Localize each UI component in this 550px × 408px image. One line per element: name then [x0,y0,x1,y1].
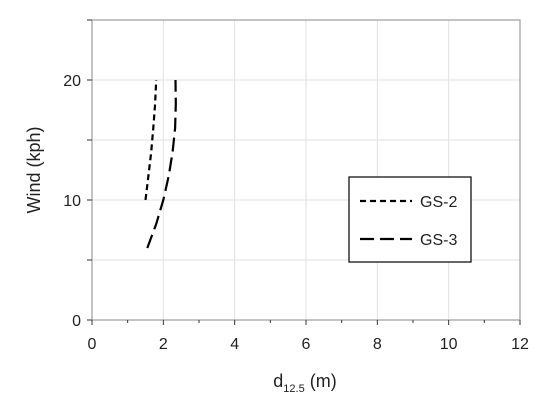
x-tick-label: 12 [511,336,529,353]
legend-box [348,176,472,263]
series-group [144,79,177,249]
x-tick-label: 4 [230,336,239,353]
x-tick-label: 10 [440,336,458,353]
y-tick-label: 20 [63,73,81,90]
y-tick-label: 10 [63,193,81,210]
legend-label-gs-3: GS-3 [420,232,457,249]
legend-label-gs-2: GS-2 [420,194,457,211]
series-line-gs-3 [146,79,177,249]
x-tick-label: 6 [302,336,311,353]
x-axis-title-subscript: 12.5 [283,383,304,395]
x-axis-title: d12.5 (m) [273,371,336,395]
y-tick-label: 0 [72,313,81,330]
x-tick-label: 2 [159,336,168,353]
axis-ticks: 0 2 4 6 8 10 12 0 10 20 [63,19,529,353]
y-axis-title: Wind (kph) [24,126,44,213]
series-line-gs-2 [144,79,158,201]
x-tick-label: 8 [373,336,382,353]
x-axis-title-main: d [273,371,283,391]
legend: GS-2 GS-3 [348,176,472,263]
x-axis-title-unit: (m) [305,371,337,391]
x-tick-label: 0 [88,336,97,353]
